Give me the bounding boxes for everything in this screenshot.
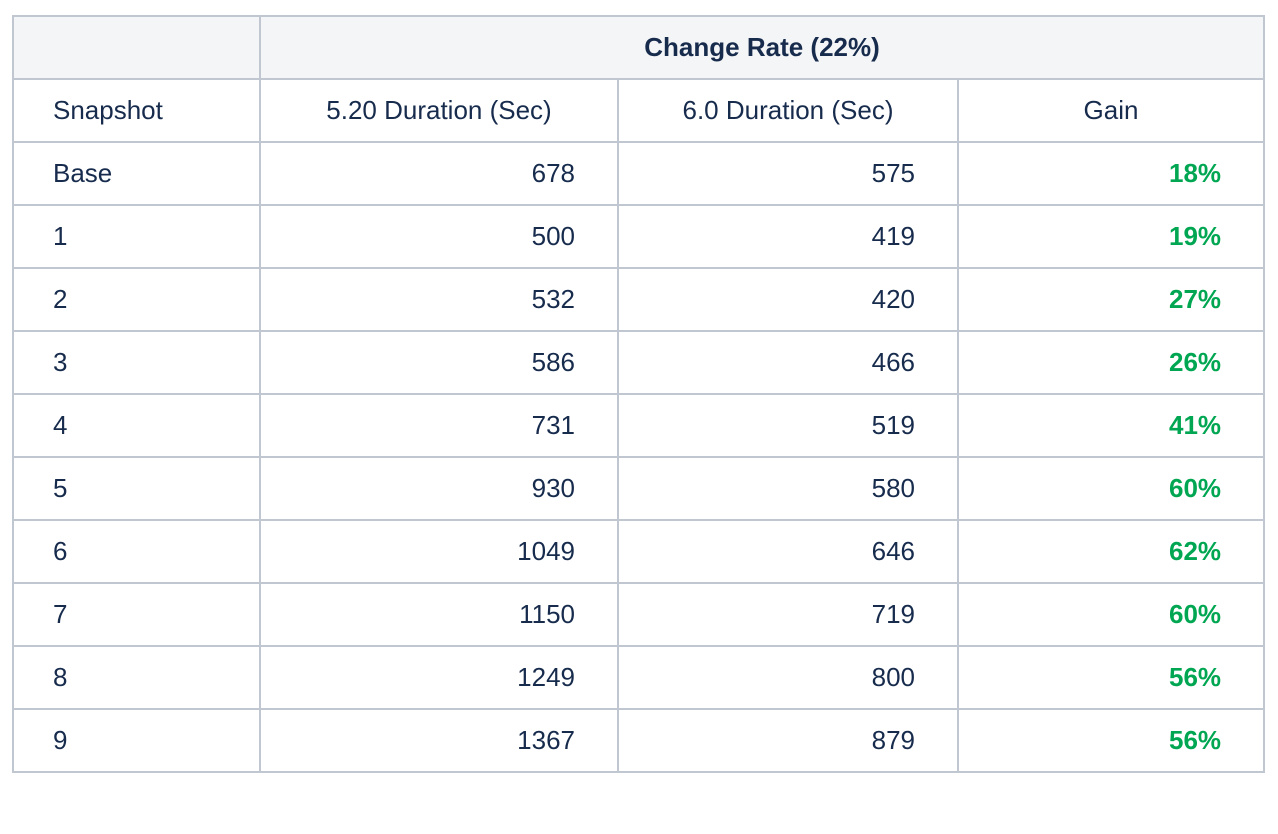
- column-header-snapshot: Snapshot: [12, 78, 261, 143]
- duration-520-cell: 586: [259, 330, 619, 395]
- snapshot-cell: 2: [12, 267, 261, 332]
- gain-cell: 56%: [956, 645, 1266, 710]
- table-body: Base 678 575 18% 1 500 419 19% 2 532 420 27% 3 586 466…: [12, 141, 1266, 773]
- duration-60-cell: 466: [617, 330, 959, 395]
- table-row: 6 1049 646 62%: [12, 519, 1266, 584]
- gain-cell: 56%: [956, 708, 1266, 773]
- duration-60-cell: 800: [617, 645, 959, 710]
- table-row: 7 1150 719 60%: [12, 582, 1266, 647]
- snapshot-cell: 5: [12, 456, 261, 521]
- snapshot-cell: 7: [12, 582, 261, 647]
- duration-60-cell: 575: [617, 141, 959, 206]
- duration-60-cell: 419: [617, 204, 959, 269]
- duration-60-cell: 519: [617, 393, 959, 458]
- gain-cell: 60%: [956, 456, 1266, 521]
- table-row: 9 1367 879 56%: [12, 708, 1266, 773]
- snapshot-cell: 4: [12, 393, 261, 458]
- gain-cell: 62%: [956, 519, 1266, 584]
- duration-60-cell: 719: [617, 582, 959, 647]
- column-header-60-duration: 6.0 Duration (Sec): [617, 78, 959, 143]
- snapshot-cell: 3: [12, 330, 261, 395]
- gain-cell: 19%: [956, 204, 1266, 269]
- gain-cell: 60%: [956, 582, 1266, 647]
- table-row: 3 586 466 26%: [12, 330, 1266, 395]
- duration-520-cell: 1249: [259, 645, 619, 710]
- group-header-empty-cell: [12, 15, 261, 80]
- duration-520-cell: 1367: [259, 708, 619, 773]
- snapshot-cell: Base: [12, 141, 261, 206]
- table-row: Base 678 575 18%: [12, 141, 1266, 206]
- duration-520-cell: 678: [259, 141, 619, 206]
- duration-520-cell: 500: [259, 204, 619, 269]
- table-row: 4 731 519 41%: [12, 393, 1266, 458]
- duration-60-cell: 420: [617, 267, 959, 332]
- column-header-gain: Gain: [956, 78, 1266, 143]
- table-row: 1 500 419 19%: [12, 204, 1266, 269]
- duration-60-cell: 580: [617, 456, 959, 521]
- duration-520-cell: 1150: [259, 582, 619, 647]
- table-row: 8 1249 800 56%: [12, 645, 1266, 710]
- snapshot-cell: 9: [12, 708, 261, 773]
- group-header-cell: Change Rate (22%): [258, 15, 1266, 80]
- column-header-row: Snapshot 5.20 Duration (Sec) 6.0 Duratio…: [12, 78, 1266, 143]
- gain-cell: 41%: [956, 393, 1266, 458]
- group-header-row: Change Rate (22%): [12, 15, 1266, 80]
- snapshot-cell: 1: [12, 204, 261, 269]
- duration-60-cell: 646: [617, 519, 959, 584]
- duration-520-cell: 731: [259, 393, 619, 458]
- duration-520-cell: 930: [259, 456, 619, 521]
- gain-cell: 27%: [956, 267, 1266, 332]
- duration-60-cell: 879: [617, 708, 959, 773]
- comparison-table: Change Rate (22%) Snapshot 5.20 Duration…: [12, 15, 1266, 773]
- duration-520-cell: 1049: [259, 519, 619, 584]
- table-row: 2 532 420 27%: [12, 267, 1266, 332]
- gain-cell: 18%: [956, 141, 1266, 206]
- snapshot-cell: 8: [12, 645, 261, 710]
- gain-cell: 26%: [956, 330, 1266, 395]
- duration-520-cell: 532: [259, 267, 619, 332]
- column-header-520-duration: 5.20 Duration (Sec): [259, 78, 619, 143]
- table-row: 5 930 580 60%: [12, 456, 1266, 521]
- snapshot-cell: 6: [12, 519, 261, 584]
